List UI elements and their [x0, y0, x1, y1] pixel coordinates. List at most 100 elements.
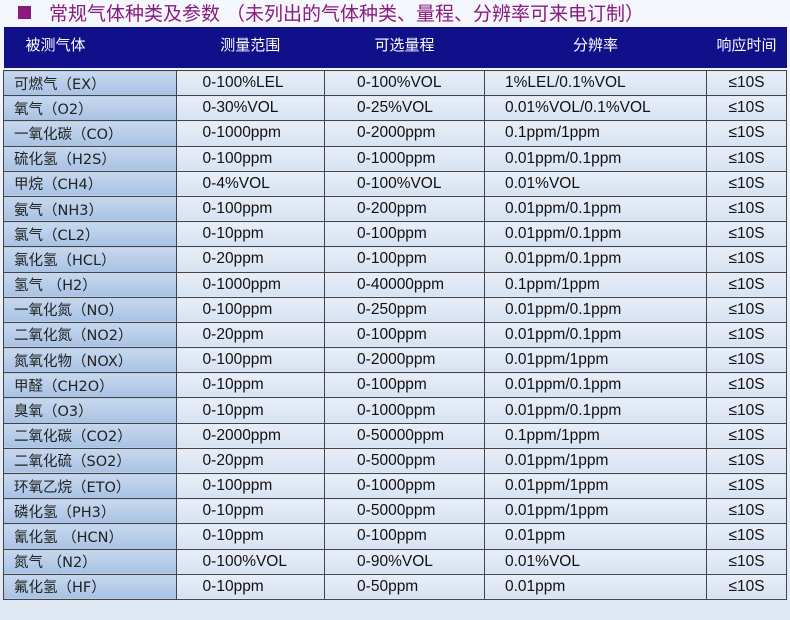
gas-name-cell: 甲醛（CH2O） — [3, 372, 177, 399]
response-time-cell: ≤10S — [706, 422, 787, 449]
square-bullet-icon — [18, 6, 31, 19]
measure-range-cell: 0-100ppm — [175, 145, 326, 172]
header-row: 被测气体 测量范围 可选量程 分辨率 响应时间 — [3, 27, 787, 68]
table-row: 二氧化碳（CO2） 0-2000ppm 0-50000ppm 0.1ppm/1ppm ≤… — [3, 422, 787, 449]
header-optional-range: 可选量程 — [324, 27, 485, 68]
resolution-cell: 0.01ppm/0.1ppm — [483, 372, 708, 399]
response-time-cell: ≤10S — [706, 472, 787, 500]
resolution-cell: 0.1ppm/1ppm — [483, 271, 708, 298]
optional-range-cell: 0-100ppm — [324, 523, 485, 550]
optional-range-cell: 0-50ppm — [324, 573, 485, 600]
gas-name-cell: 氰化氢 （HCN） — [3, 523, 177, 550]
page-title: 常规气体种类及参数 （未列出的气体种类、量程、分辨率可来电订制） — [18, 1, 644, 27]
table-row: 一氧化碳（CO） 0-1000ppm 0-2000ppm 0.1ppm/1ppm ≤10… — [3, 120, 787, 147]
table-row: 氮气 （N2） 0-100%VOL 0-90%VOL 0.01%VOL ≤10S — [3, 548, 787, 575]
resolution-cell: 0.01ppm — [483, 523, 708, 550]
measure-range-cell: 0-1000ppm — [175, 271, 326, 298]
gas-name-cell: 氯化氢（HCL） — [3, 246, 177, 273]
response-time-cell: ≤10S — [706, 573, 787, 600]
response-time-cell: ≤10S — [706, 372, 787, 399]
measure-range-cell: 0-100ppm — [175, 296, 326, 323]
measure-range-cell: 0-10ppm — [175, 498, 326, 525]
response-time-cell: ≤10S — [706, 548, 787, 575]
resolution-cell: 0.01ppm/0.1ppm — [483, 221, 708, 248]
gas-name-cell: 可燃气（EX） — [3, 69, 177, 97]
measure-range-cell: 0-20ppm — [175, 246, 326, 273]
table-row: 氯气（CL2） 0-10ppm 0-100ppm 0.01ppm/0.1ppm ≤10S — [3, 221, 787, 248]
gas-name-cell: 甲烷（CH4） — [3, 170, 177, 197]
response-time-cell: ≤10S — [706, 271, 787, 298]
optional-range-cell: 0-2000ppm — [324, 347, 485, 374]
resolution-cell: 0.01ppm/0.1ppm — [483, 296, 708, 323]
response-time-cell: ≤10S — [706, 195, 787, 223]
gas-parameters-table: 被测气体 测量范围 可选量程 分辨率 响应时间 可燃气（EX） 0-100%LEL… — [3, 27, 787, 600]
gas-name-cell: 硫化氢（H2S） — [3, 145, 177, 172]
gas-name-cell: 氯气（CL2） — [3, 221, 177, 248]
optional-range-cell: 0-100ppm — [324, 221, 485, 248]
gas-name-cell: 二氧化硫（SO2） — [3, 447, 177, 475]
gas-name-cell: 二氧化碳（CO2） — [3, 422, 177, 449]
optional-range-cell: 0-1000ppm — [324, 472, 485, 500]
table-row: 氮氧化物（NOX） 0-100ppm 0-2000ppm 0.01ppm/1ppm ≤1… — [3, 347, 787, 374]
table-row: 可燃气（EX） 0-100%LEL 0-100%VOL 1%LEL/0.1%VOL ≤1… — [3, 69, 787, 97]
measure-range-cell: 0-10ppm — [175, 573, 326, 600]
resolution-cell: 0.1ppm/1ppm — [483, 422, 708, 449]
optional-range-cell: 0-100%VOL — [324, 69, 485, 97]
measure-range-cell: 0-10ppm — [175, 523, 326, 550]
gas-name-cell: 一氧化碳（CO） — [3, 120, 177, 147]
resolution-cell: 1%LEL/0.1%VOL — [483, 69, 708, 97]
measure-range-cell: 0-100ppm — [175, 347, 326, 374]
resolution-cell: 0.1ppm/1ppm — [483, 120, 708, 147]
title-text: 常规气体种类及参数 （未列出的气体种类、量程、分辨率可来电订制） — [49, 3, 645, 25]
gas-name-cell: 氧气（O2） — [3, 95, 177, 122]
table-row: 氯化氢（HCL） 0-20ppm 0-100ppm 0.01ppm/0.1ppm ≤10… — [3, 246, 787, 273]
table-row: 氢气 （H2） 0-1000ppm 0-40000ppm 0.1ppm/1ppm ≤10… — [3, 271, 787, 298]
resolution-cell: 0.01ppm/0.1ppm — [483, 145, 708, 172]
response-time-cell: ≤10S — [706, 120, 787, 147]
measure-range-cell: 0-20ppm — [175, 447, 326, 475]
header-response-time: 响应时间 — [706, 27, 787, 68]
response-time-cell: ≤10S — [706, 498, 787, 525]
measure-range-cell: 0-100ppm — [175, 472, 326, 500]
response-time-cell: ≤10S — [706, 397, 787, 424]
table-row: 甲烷（CH4） 0-4%VOL 0-100%VOL 0.01%VOL ≤10S — [3, 170, 787, 197]
measure-range-cell: 0-30%VOL — [175, 95, 326, 122]
response-time-cell: ≤10S — [706, 95, 787, 122]
measure-range-cell: 0-10ppm — [175, 397, 326, 424]
table-row: 二氧化硫（SO2） 0-20ppm 0-5000ppm 0.01ppm/1ppm ≤10… — [3, 447, 787, 475]
table-row: 一氧化氮（NO） 0-100ppm 0-250ppm 0.01ppm/0.1ppm ≤1… — [3, 296, 787, 323]
response-time-cell: ≤10S — [706, 523, 787, 550]
response-time-cell: ≤10S — [706, 170, 787, 197]
optional-range-cell: 0-2000ppm — [324, 120, 485, 147]
header-resolution: 分辨率 — [484, 27, 707, 68]
optional-range-cell: 0-50000ppm — [324, 422, 485, 449]
resolution-cell: 0.01ppm — [483, 573, 708, 600]
table-row: 氧气（O2） 0-30%VOL 0-25%VOL 0.01%VOL/0.1%VOL ≤1… — [3, 95, 787, 122]
resolution-cell: 0.01%VOL/0.1%VOL — [483, 95, 708, 122]
optional-range-cell: 0-200ppm — [324, 195, 485, 223]
gas-name-cell: 臭氧（O3） — [3, 397, 177, 424]
measure-range-cell: 0-100%LEL — [175, 69, 326, 97]
response-time-cell: ≤10S — [706, 447, 787, 475]
measure-range-cell: 0-10ppm — [175, 221, 326, 248]
response-time-cell: ≤10S — [706, 246, 787, 273]
resolution-cell: 0.01ppm/1ppm — [483, 447, 708, 475]
gas-name-cell: 环氧乙烷（ETO） — [3, 472, 177, 500]
gas-name-cell: 氟化氢（HF） — [3, 573, 177, 600]
optional-range-cell: 0-100ppm — [324, 372, 485, 399]
measure-range-cell: 0-20ppm — [175, 321, 326, 349]
optional-range-cell: 0-25%VOL — [324, 95, 485, 122]
measure-range-cell: 0-100ppm — [175, 195, 326, 223]
resolution-cell: 0.01ppm/0.1ppm — [483, 397, 708, 424]
optional-range-cell: 0-5000ppm — [324, 447, 485, 475]
measure-range-cell: 0-100%VOL — [175, 548, 326, 575]
optional-range-cell: 0-250ppm — [324, 296, 485, 323]
resolution-cell: 0.01ppm/1ppm — [483, 472, 708, 500]
response-time-cell: ≤10S — [706, 145, 787, 172]
header-range: 测量范围 — [176, 27, 325, 68]
table-row: 氰化氢 （HCN） 0-10ppm 0-100ppm 0.01ppm ≤10S — [3, 523, 787, 550]
resolution-cell: 0.01%VOL — [483, 548, 708, 575]
response-time-cell: ≤10S — [706, 321, 787, 349]
table-row: 磷化氢（PH3） 0-10ppm 0-5000ppm 0.01ppm/1ppm ≤10S — [3, 498, 787, 525]
measure-range-cell: 0-4%VOL — [175, 170, 326, 197]
